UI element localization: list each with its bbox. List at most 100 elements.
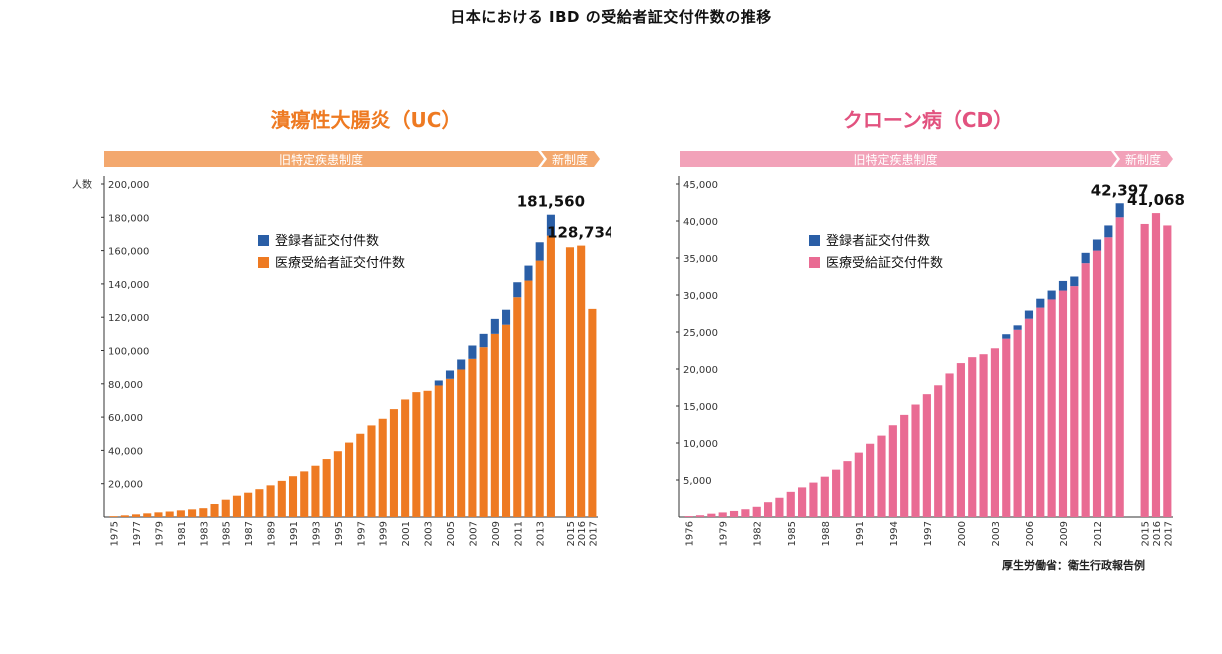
x-tick-label: 2003 [991, 521, 1002, 546]
bar-2005 [445, 378, 455, 517]
bar-1980 [729, 510, 739, 517]
x-tick-label: 1997 [923, 521, 934, 546]
bar-1985 [221, 499, 230, 517]
system-band: 旧特定疾患制度 新制度 [680, 151, 1173, 167]
x-tick-label: 1987 [244, 521, 255, 546]
x-tick-label: 1985 [222, 521, 233, 546]
bar-1977 [131, 514, 141, 517]
bar-registered-2005 [445, 370, 455, 379]
bar-1982 [752, 506, 761, 517]
y-tick-label: 120,000 [108, 313, 149, 324]
bar-registered-2014 [546, 214, 555, 236]
bar-1983 [763, 502, 773, 517]
bar-registered-2007 [468, 345, 477, 359]
bar-2001 [401, 399, 410, 517]
x-tick-label: 2012 [1093, 521, 1104, 546]
x-tick-label: 2007 [468, 521, 479, 546]
x-tick-label: 1991 [855, 521, 866, 546]
bar-2006 [457, 369, 466, 517]
y-tick-label: 5,000 [683, 476, 712, 487]
bar-2011 [513, 297, 522, 517]
bar-registered-2014 [1115, 203, 1124, 218]
value-annotation: 42,397 [1091, 181, 1149, 199]
bar-registered-2004 [434, 380, 443, 386]
value-annotation: 41,068 [1127, 191, 1185, 209]
x-tick-label: 2015 [1141, 521, 1152, 546]
bar-2010 [1070, 286, 1079, 517]
x-tick-label: 1999 [379, 521, 390, 546]
bar-1978 [707, 513, 716, 517]
legend-swatch [258, 257, 269, 268]
bar-registered-2013 [1104, 225, 1113, 238]
bar-1998 [934, 385, 943, 517]
x-tick-label: 2016 [1152, 521, 1163, 546]
bar-1997 [922, 394, 931, 517]
y-tick-label: 30,000 [683, 291, 718, 302]
y-tick-label: 180,000 [108, 213, 149, 224]
y-tick-label: 100,000 [108, 347, 149, 358]
bar-1999 [945, 373, 954, 517]
bar-1998 [367, 425, 376, 517]
bar-1985 [786, 491, 795, 517]
bar-2005 [1013, 329, 1022, 517]
bar-1995 [333, 451, 342, 517]
bar-1995 [900, 414, 909, 517]
x-tick-label: 1991 [289, 521, 300, 546]
uc-chart-title: 潰瘍性大腸炎（UC） [270, 108, 462, 132]
y-tick-label: 45,000 [683, 180, 718, 191]
y-tick-label: 40,000 [683, 217, 718, 228]
bar-1997 [356, 433, 365, 517]
x-tick-label: 1975 [110, 521, 121, 546]
y-axis-label: 人数 [72, 178, 92, 191]
band-new [541, 151, 600, 167]
band-new-label: 新制度 [1125, 152, 1161, 167]
x-tick-label: 2017 [1163, 521, 1174, 546]
bar-registered-2004 [1002, 334, 1011, 339]
bar-2003 [423, 390, 432, 517]
bar-1993 [877, 435, 886, 517]
bar-1979 [718, 512, 727, 517]
bar-1982 [188, 509, 197, 517]
bar-1992 [300, 471, 309, 517]
legend-label: 医療受給者証交付件数 [275, 255, 405, 271]
bar-1981 [176, 510, 185, 517]
bar-registered-2012 [524, 265, 533, 281]
bar-1986 [798, 487, 807, 517]
value-annotation: 128,734 [547, 224, 611, 242]
x-tick-label: 1983 [199, 521, 210, 546]
bar-1981 [741, 509, 750, 517]
x-tick-label: 1995 [334, 521, 345, 546]
bar-1996 [911, 404, 920, 517]
bar-2006 [1024, 318, 1034, 517]
band-old-label: 旧特定疾患制度 [853, 152, 937, 167]
bar-2013 [1104, 237, 1113, 517]
bar-2011 [1081, 263, 1090, 517]
y-tick-label: 40,000 [108, 446, 143, 457]
x-tick-label: 2006 [1025, 521, 1036, 546]
x-tick-label: 2013 [536, 521, 547, 546]
legend-label: 登録者証交付件数 [275, 233, 379, 249]
bar-2007 [1036, 307, 1045, 517]
bar-2014 [1115, 217, 1124, 518]
legend-swatch [809, 235, 820, 246]
band-new [1114, 151, 1173, 167]
bar-1984 [775, 497, 784, 517]
bar-1992 [866, 443, 875, 517]
bar-1975 [109, 516, 118, 517]
bar-1977 [695, 515, 705, 517]
bar-registered-2007 [1036, 298, 1045, 308]
x-tick-label: 2016 [577, 521, 588, 546]
bar-registered-2008 [1047, 290, 1056, 300]
x-tick-label: 1982 [753, 521, 764, 546]
bar-1988 [255, 489, 264, 517]
bar-1987 [809, 482, 818, 517]
x-tick-label: 1977 [132, 521, 143, 546]
bar-2001 [968, 357, 977, 517]
bar-1986 [232, 495, 241, 517]
bar-2007 [468, 358, 477, 517]
x-tick-label: 2009 [1059, 521, 1070, 546]
bar-1990 [277, 480, 286, 517]
bar-2013 [535, 260, 544, 517]
